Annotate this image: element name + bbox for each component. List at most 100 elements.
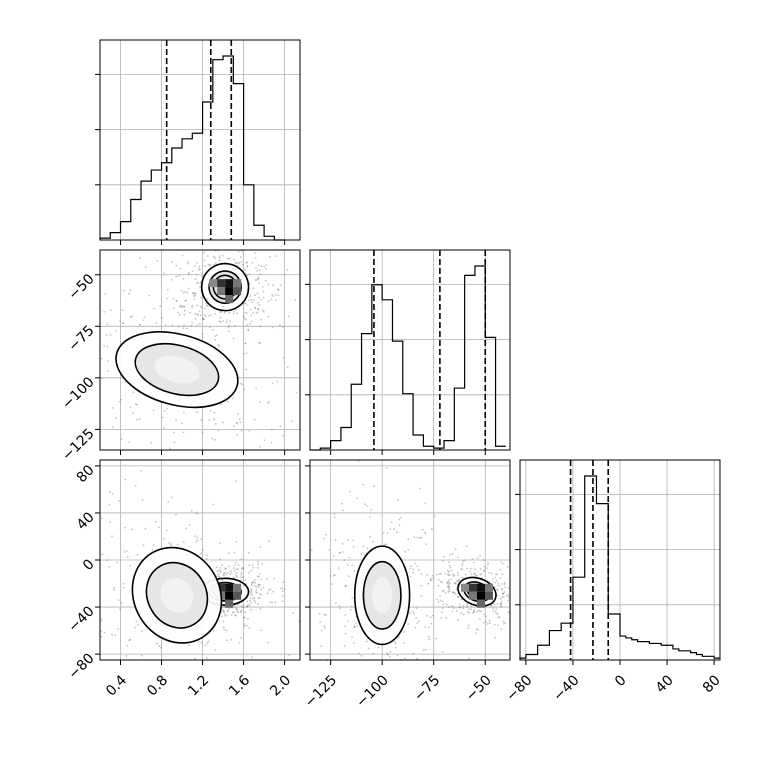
sample-point: [480, 572, 483, 575]
sample-point: [430, 579, 432, 581]
sample-point: [250, 584, 253, 587]
sample-point: [351, 636, 353, 638]
sample-point: [223, 572, 225, 575]
x-tick-label: 40: [653, 672, 677, 696]
sample-point: [109, 309, 112, 312]
sample-point: [495, 608, 498, 611]
sample-point: [183, 309, 186, 312]
sample-point: [167, 673, 169, 675]
sample-point: [198, 310, 201, 313]
sample-point: [219, 558, 222, 561]
sample-point: [251, 581, 254, 584]
sample-point: [75, 356, 77, 358]
joint-content: [310, 452, 513, 660]
sample-point: [228, 257, 231, 260]
sample-point: [372, 540, 374, 543]
sample-point: [227, 330, 230, 333]
sample-point: [454, 582, 457, 585]
sample-point: [495, 579, 498, 582]
x-tick-label: 0.4: [103, 672, 130, 699]
sample-point: [251, 240, 253, 242]
sample-point: [266, 641, 269, 644]
sample-point: [281, 600, 284, 602]
sample-point: [226, 639, 228, 642]
sample-point: [350, 605, 353, 608]
sample-point: [345, 452, 347, 454]
sample-point: [131, 315, 134, 318]
sample-point: [117, 599, 120, 602]
sample-point: [191, 270, 194, 273]
sample-point: [255, 266, 257, 269]
sample-point: [234, 664, 236, 666]
sample-point: [241, 567, 243, 569]
sample-point: [132, 391, 135, 394]
sample-point: [238, 245, 240, 247]
sample-point: [511, 602, 513, 604]
sample-point: [258, 264, 260, 267]
sample-point: [235, 421, 238, 424]
sample-point: [333, 516, 336, 519]
sample-point: [453, 574, 456, 577]
sample-point: [222, 421, 224, 424]
sample-point: [420, 536, 423, 539]
sample-point: [160, 646, 162, 649]
sample-point: [245, 582, 248, 585]
sample-point: [233, 551, 236, 554]
sample-point: [256, 575, 259, 578]
sample-point: [182, 541, 185, 544]
sample-point: [409, 575, 412, 578]
sample-point: [507, 599, 509, 602]
sample-point: [237, 564, 240, 566]
joint-panel-0-2: 0.4 0.8 1.2 1.6 2.0 −80 −40 0 40 80: [65, 459, 301, 699]
sample-point: [122, 322, 124, 325]
sample-point: [128, 292, 130, 295]
sample-point: [341, 502, 343, 505]
sample-point: [456, 572, 459, 574]
sample-point: [444, 591, 447, 594]
sample-point: [242, 584, 245, 587]
sample-point: [188, 272, 190, 274]
sample-point: [455, 588, 458, 591]
sample-point: [446, 581, 449, 583]
sample-point: [258, 296, 261, 299]
sample-point: [257, 567, 259, 569]
sample-point: [451, 573, 454, 576]
sample-point: [317, 322, 319, 324]
sample-point: [39, 398, 41, 400]
sample-point: [256, 292, 259, 295]
sample-point: [235, 568, 238, 571]
sample-point: [507, 593, 509, 596]
sample-point: [251, 594, 254, 597]
sample-point: [279, 425, 282, 428]
sample-point: [352, 642, 355, 644]
sample-point: [106, 559, 108, 561]
sample-point: [164, 324, 167, 326]
sample-point: [497, 613, 499, 616]
sample-point: [172, 298, 175, 300]
sample-point: [260, 299, 263, 301]
sample-point: [196, 536, 199, 539]
sample-point: [236, 413, 239, 415]
sample-point: [101, 377, 103, 379]
sample-point: [265, 264, 268, 266]
sample-point: [252, 566, 255, 569]
sample-point: [279, 284, 282, 287]
sample-point: [334, 602, 337, 604]
sample-point: [466, 603, 469, 605]
sample-point: [448, 588, 451, 590]
sample-point: [256, 279, 259, 281]
sample-point: [257, 575, 260, 578]
sample-point: [178, 274, 180, 277]
sample-point: [373, 485, 375, 487]
sample-point: [140, 470, 143, 472]
sample-point: [199, 305, 202, 307]
sample-point: [184, 299, 187, 302]
sample-point: [453, 582, 456, 584]
sample-point: [93, 309, 95, 311]
sample-point: [498, 616, 501, 619]
sample-point: [394, 642, 397, 644]
contour-mid: [362, 560, 402, 630]
sample-point: [475, 628, 478, 631]
sample-point: [419, 487, 421, 490]
sample-point: [457, 580, 459, 583]
